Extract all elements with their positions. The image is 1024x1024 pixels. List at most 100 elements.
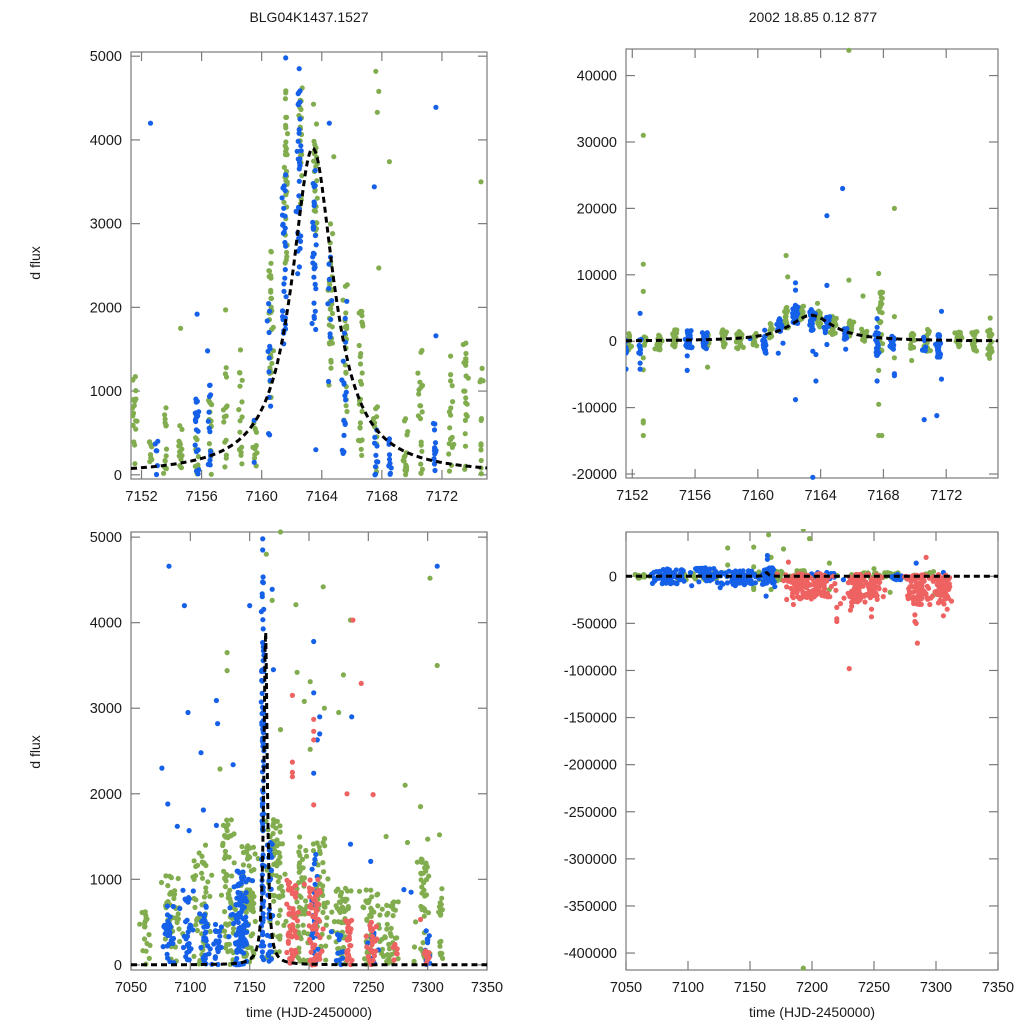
data-point-blue xyxy=(424,936,430,942)
data-point-green xyxy=(987,315,993,321)
data-point-green xyxy=(301,930,307,936)
data-point-red xyxy=(847,607,854,613)
data-point-green xyxy=(891,355,898,361)
data-point-green xyxy=(296,869,302,875)
data-point-green xyxy=(284,131,291,137)
data-point-green xyxy=(800,529,806,532)
data-point-blue xyxy=(195,447,201,453)
plot-frame xyxy=(625,48,999,479)
data-point-blue xyxy=(637,350,643,356)
data-point-green xyxy=(158,879,165,886)
data-point-green xyxy=(725,562,731,568)
data-point-green xyxy=(416,391,422,397)
data-point-blue xyxy=(212,921,219,928)
data-point-green xyxy=(251,900,257,907)
data-point-green xyxy=(419,466,425,472)
data-point-red xyxy=(293,894,299,900)
data-point-green xyxy=(752,339,758,345)
data-point-blue xyxy=(776,316,783,322)
data-point-green xyxy=(768,586,774,593)
data-point-green xyxy=(209,872,215,878)
data-point-red xyxy=(312,942,318,948)
data-point-blue xyxy=(192,442,198,448)
data-point-blue xyxy=(267,942,273,948)
data-point-blue xyxy=(312,856,318,863)
data-point-green xyxy=(322,843,328,849)
data-point-green xyxy=(228,901,234,907)
data-point-blue xyxy=(283,243,289,249)
x-tick-label: 7168 xyxy=(867,488,899,504)
y-tick-label: 0 xyxy=(609,334,617,350)
y-tick-label: 10000 xyxy=(577,268,617,284)
data-point-green xyxy=(250,909,256,915)
data-point-green xyxy=(131,410,137,416)
data-point-green xyxy=(478,447,484,453)
panel-bottom-left: 7050 7100 7150 7200 7250 7300 7350 0 1000 2000 300… xyxy=(90,529,503,996)
data-point-blue xyxy=(193,418,199,425)
data-point-red xyxy=(845,580,852,586)
data-point-blue xyxy=(298,233,304,239)
data-point-green xyxy=(323,922,329,928)
data-point-blue xyxy=(193,396,199,402)
data-point-blue xyxy=(207,462,213,468)
data-point-red xyxy=(364,944,370,950)
data-point-green xyxy=(296,904,302,911)
data-point-green xyxy=(871,566,877,572)
data-point-blue xyxy=(198,944,204,951)
data-point-blue xyxy=(296,264,302,270)
data-point-blue xyxy=(231,920,237,927)
data-point-blue xyxy=(238,949,244,955)
data-point-green xyxy=(417,403,423,409)
data-point-green xyxy=(300,922,306,928)
data-point-blue xyxy=(206,409,212,415)
data-point-green xyxy=(329,310,336,317)
data-point-blue xyxy=(387,460,393,466)
data-point-green xyxy=(359,370,365,376)
data-point-blue xyxy=(170,903,176,910)
data-point-red xyxy=(316,887,322,894)
data-point-green xyxy=(357,424,363,431)
data-point-green xyxy=(419,890,425,896)
data-point-red xyxy=(311,716,317,722)
data-point-blue xyxy=(761,580,767,586)
data-point-green xyxy=(221,419,227,425)
data-point-green xyxy=(358,351,364,357)
data-point-blue xyxy=(670,570,677,576)
data-point-blue xyxy=(313,447,319,453)
data-point-green xyxy=(237,383,243,389)
data-point-green xyxy=(418,871,424,877)
data-point-blue xyxy=(433,449,439,455)
data-point-green xyxy=(878,302,884,308)
data-point-green xyxy=(401,418,408,424)
data-point-red xyxy=(940,613,947,619)
x-tick-label: 7160 xyxy=(246,489,278,505)
data-point-red xyxy=(369,942,375,948)
data-point-green xyxy=(224,941,230,948)
data-point-green xyxy=(336,908,342,914)
data-point-red xyxy=(924,583,930,589)
data-point-blue xyxy=(935,345,941,352)
data-point-red xyxy=(798,596,804,602)
y-tick-label: 4000 xyxy=(90,133,122,149)
data-point-blue xyxy=(186,828,192,834)
data-point-red xyxy=(313,926,319,932)
data-point-green xyxy=(356,342,362,349)
data-point-green xyxy=(725,545,731,551)
data-point-blue xyxy=(296,127,302,133)
data-point-red xyxy=(862,599,868,605)
data-point-green xyxy=(244,845,250,851)
data-point-green xyxy=(310,101,317,107)
data-point-red xyxy=(863,592,869,598)
data-point-blue xyxy=(270,667,276,673)
data-point-green xyxy=(277,907,283,913)
data-point-green xyxy=(239,377,245,383)
data-point-blue xyxy=(205,943,211,949)
data-point-green xyxy=(237,429,243,435)
data-point-blue xyxy=(311,690,317,696)
data-point-green xyxy=(654,342,660,348)
data-point-green xyxy=(320,909,326,916)
x-tick-label: 7152 xyxy=(125,489,157,505)
data-point-blue xyxy=(761,347,768,353)
data-point-blue xyxy=(282,188,288,194)
data-point-blue xyxy=(824,323,830,330)
